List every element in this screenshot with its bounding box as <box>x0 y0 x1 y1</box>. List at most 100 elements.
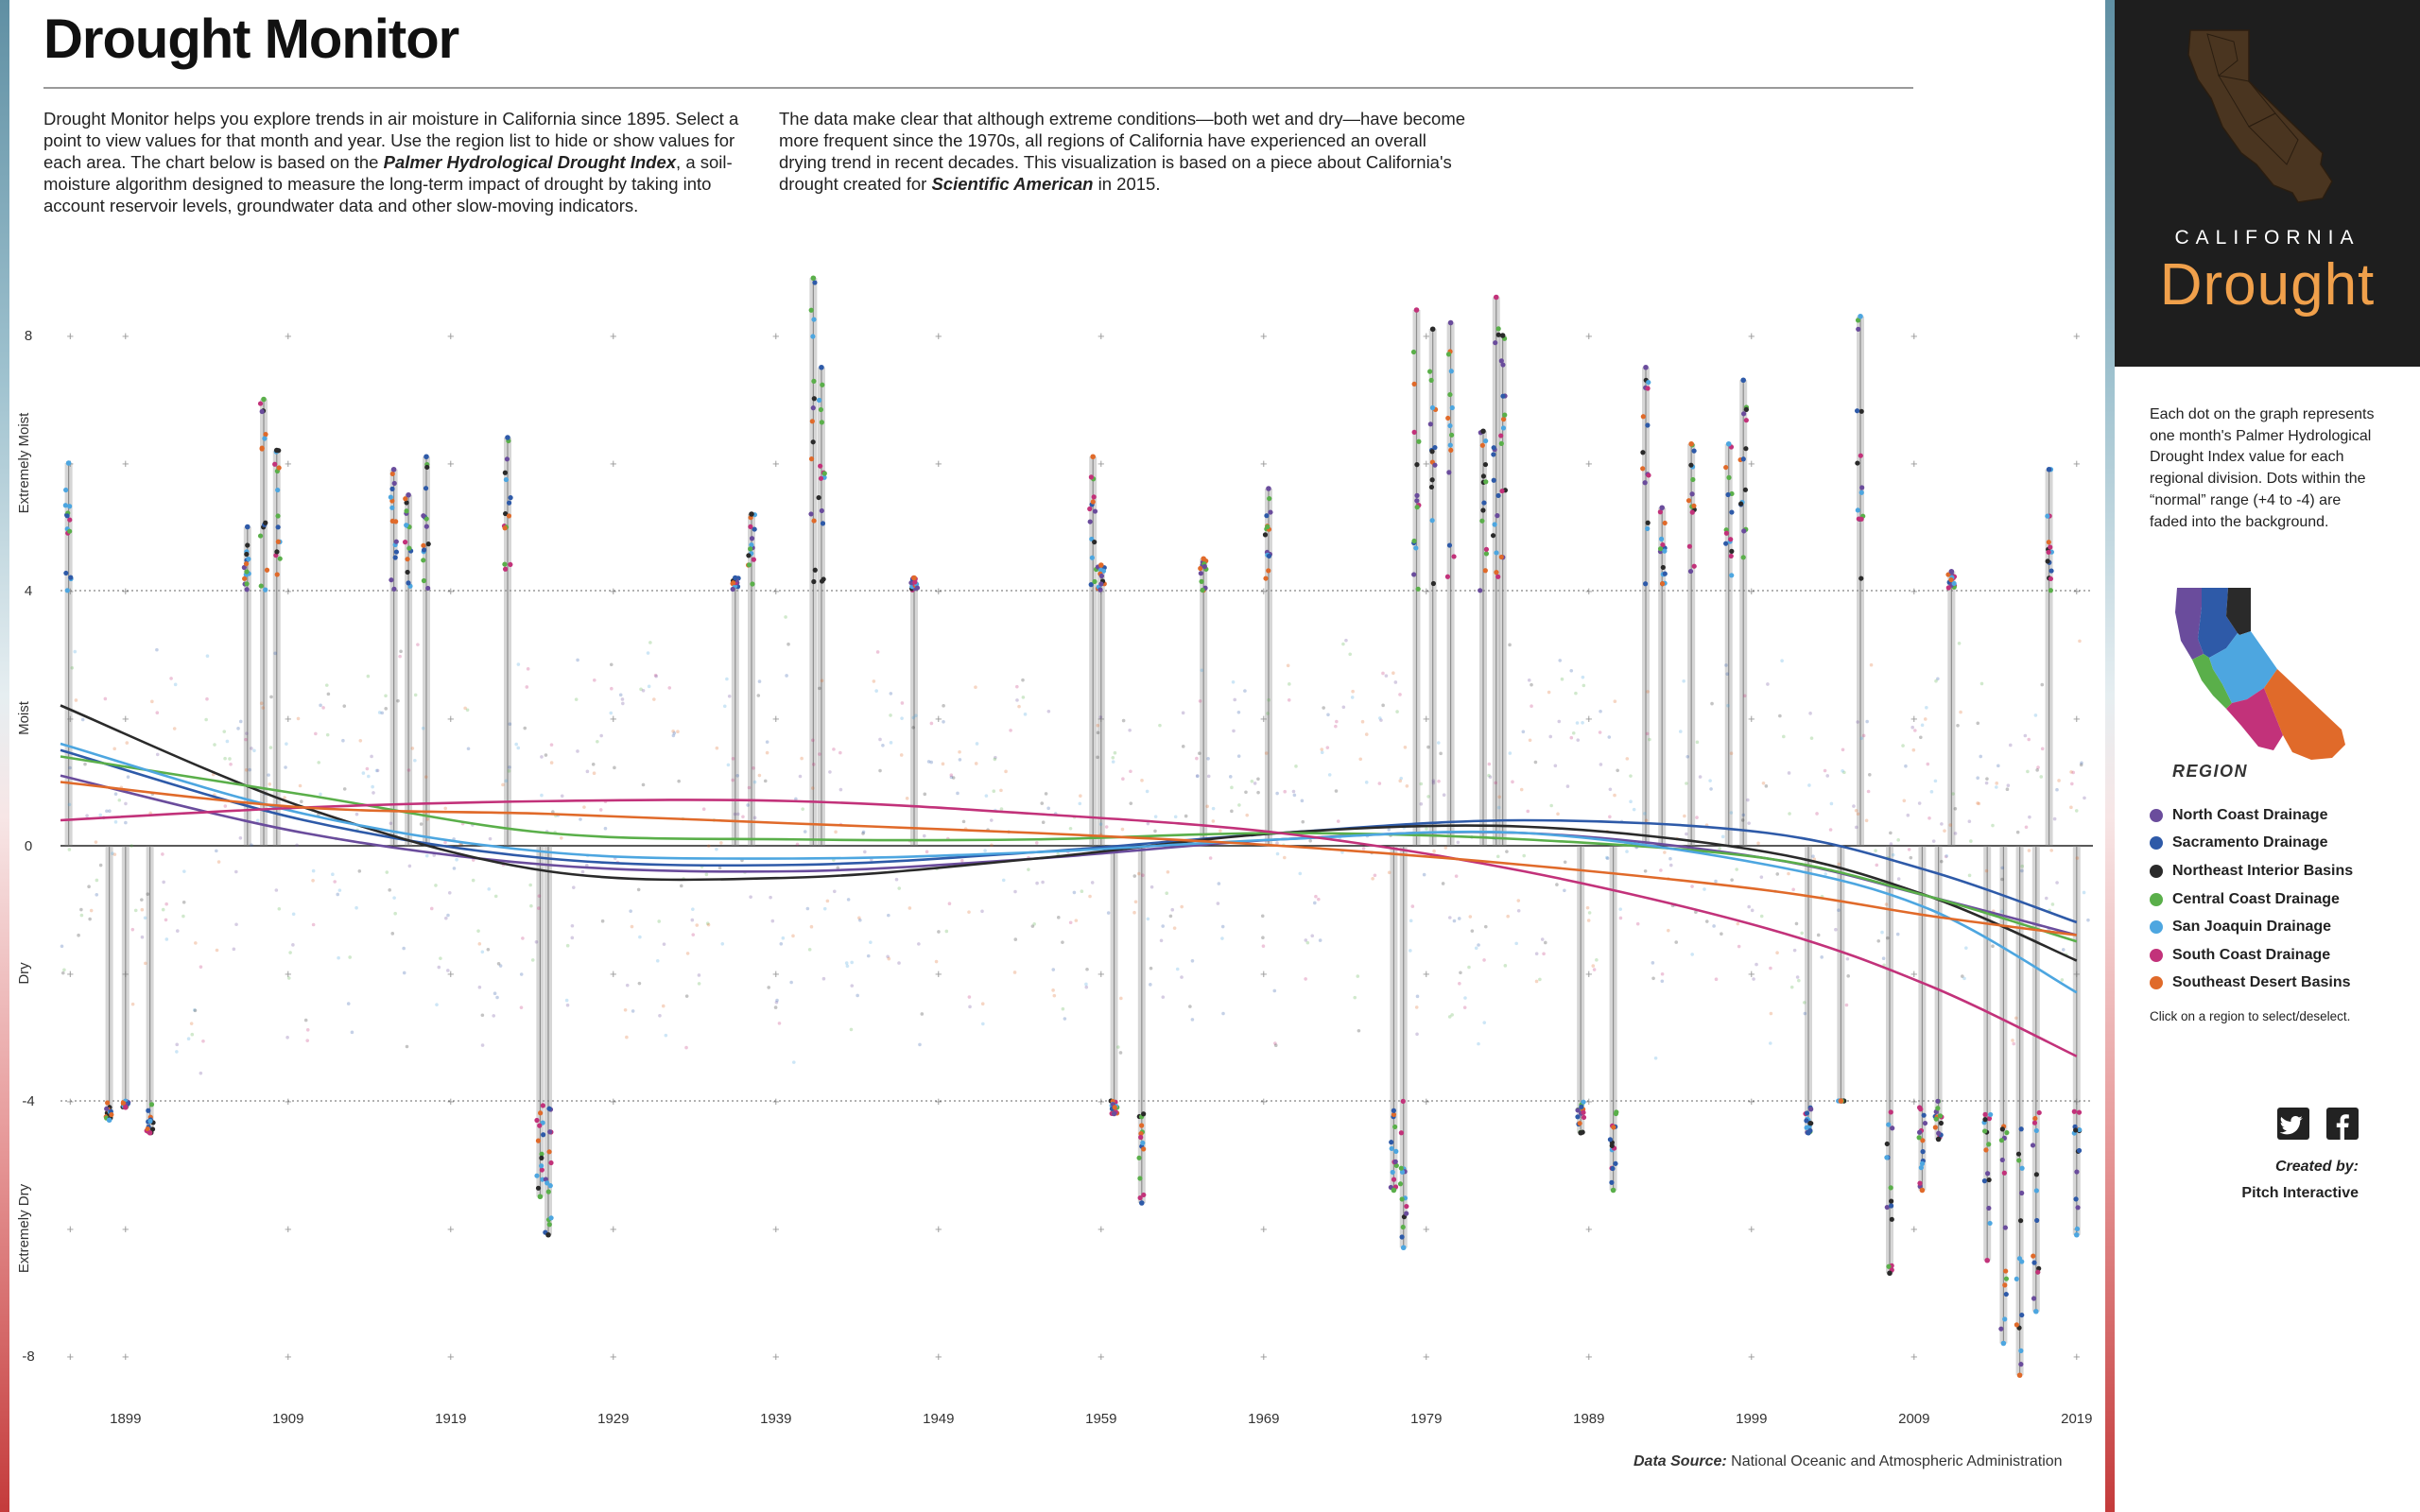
extreme-dot[interactable] <box>821 576 826 582</box>
extreme-dot[interactable] <box>1577 1121 1582 1126</box>
extreme-dot[interactable] <box>811 578 817 585</box>
extreme-dot[interactable] <box>1743 418 1749 423</box>
extreme-dot[interactable] <box>393 549 399 555</box>
extreme-dot[interactable] <box>539 1155 544 1160</box>
extreme-dot[interactable] <box>1414 505 1420 510</box>
extreme-dot[interactable] <box>1657 509 1663 515</box>
extreme-dot[interactable] <box>1136 1155 1142 1160</box>
extreme-dot[interactable] <box>1657 546 1664 552</box>
extreme-dot[interactable] <box>2034 1217 2040 1224</box>
extreme-dot[interactable] <box>276 465 282 471</box>
twitter-icon[interactable] <box>2277 1108 2309 1140</box>
extreme-dot[interactable] <box>818 475 824 481</box>
extreme-dot-peak[interactable] <box>1919 1187 1926 1194</box>
extreme-dot[interactable] <box>64 588 70 593</box>
extreme-dot[interactable] <box>264 567 270 573</box>
extreme-dot[interactable] <box>1609 1179 1615 1185</box>
extreme-dot[interactable] <box>506 513 512 519</box>
extreme-dot[interactable] <box>1397 1181 1404 1187</box>
extreme-dot[interactable] <box>1920 1149 1926 1155</box>
extreme-dot[interactable] <box>1729 509 1735 515</box>
extreme-dot[interactable] <box>1575 1114 1581 1120</box>
extreme-dot[interactable] <box>391 480 397 487</box>
extreme-dot[interactable] <box>547 1183 553 1189</box>
extreme-dot[interactable] <box>1614 1109 1619 1115</box>
extreme-dot[interactable] <box>1642 480 1648 486</box>
region-northeast-interior[interactable] <box>2226 588 2251 635</box>
extreme-dot[interactable] <box>750 581 755 587</box>
extreme-dot[interactable] <box>421 542 426 548</box>
extreme-dot[interactable] <box>1742 487 1749 492</box>
extreme-dot[interactable] <box>731 580 736 586</box>
extreme-dot[interactable] <box>1138 1130 1144 1137</box>
extreme-dot[interactable] <box>1445 415 1451 421</box>
extreme-dot[interactable] <box>393 539 399 544</box>
extreme-dot[interactable] <box>1264 513 1270 519</box>
extreme-dot[interactable] <box>1884 1141 1890 1147</box>
extreme-dot[interactable] <box>1858 490 1864 495</box>
extreme-dot[interactable] <box>820 382 825 387</box>
extreme-dot[interactable] <box>392 555 398 560</box>
extreme-dot[interactable] <box>277 556 283 561</box>
extreme-dot[interactable] <box>1493 340 1498 346</box>
extreme-dot[interactable] <box>1495 574 1501 579</box>
extreme-dot[interactable] <box>1451 554 1457 559</box>
extreme-dot[interactable] <box>1265 524 1270 530</box>
extreme-dot[interactable] <box>1411 572 1417 577</box>
extreme-dot[interactable] <box>67 528 73 534</box>
extreme-dot[interactable] <box>1100 568 1107 574</box>
extreme-dot[interactable] <box>1137 1194 1143 1201</box>
extreme-dot[interactable] <box>1948 576 1954 583</box>
extreme-dot[interactable] <box>1643 581 1649 587</box>
extreme-dot[interactable] <box>1729 490 1735 497</box>
extreme-dot[interactable] <box>1916 1129 1923 1135</box>
extreme-dot[interactable] <box>2046 549 2051 555</box>
extreme-dot[interactable] <box>242 576 248 581</box>
extreme-dot[interactable] <box>1986 1205 1992 1211</box>
extreme-dot[interactable] <box>1858 408 1864 414</box>
extreme-dot[interactable] <box>1610 1165 1616 1172</box>
extreme-dot[interactable] <box>1495 513 1500 519</box>
extreme-dot[interactable] <box>548 1215 554 1221</box>
extreme-dot[interactable] <box>1575 1108 1581 1113</box>
extreme-dot[interactable] <box>2048 568 2054 574</box>
extreme-dot-peak[interactable] <box>537 1194 544 1200</box>
extreme-dot[interactable] <box>1141 1192 1147 1198</box>
extreme-dot[interactable] <box>389 498 395 504</box>
extreme-dot[interactable] <box>546 1149 552 1155</box>
extreme-dot[interactable] <box>1392 1159 1398 1164</box>
extreme-dot[interactable] <box>1890 1125 1895 1131</box>
extreme-dot[interactable] <box>2019 1190 2025 1196</box>
extreme-dot[interactable] <box>1262 532 1269 538</box>
extreme-dot[interactable] <box>389 471 395 477</box>
extreme-dot[interactable] <box>1660 541 1666 548</box>
extreme-dot[interactable] <box>1919 1160 1926 1166</box>
extreme-dot[interactable] <box>423 486 429 491</box>
extreme-dot[interactable] <box>1098 573 1105 579</box>
extreme-dot-peak[interactable] <box>1090 454 1096 460</box>
extreme-dot[interactable] <box>424 516 429 522</box>
extreme-dot[interactable] <box>275 524 281 530</box>
extreme-dot[interactable] <box>1392 1124 1398 1130</box>
extreme-dot[interactable] <box>2002 1282 2008 1288</box>
extreme-dot[interactable] <box>1935 1098 1941 1104</box>
extreme-dot[interactable] <box>2017 1218 2024 1224</box>
extreme-dot[interactable] <box>502 566 509 572</box>
extreme-dot[interactable] <box>1690 476 1696 483</box>
extreme-dot[interactable] <box>259 408 265 415</box>
extreme-dot[interactable] <box>1141 1111 1147 1117</box>
extreme-dot[interactable] <box>424 464 430 471</box>
extreme-dot[interactable] <box>257 533 264 539</box>
extreme-dot[interactable] <box>1399 1234 1405 1240</box>
extreme-dot[interactable] <box>1087 506 1093 512</box>
extreme-dot[interactable] <box>1933 1116 1939 1122</box>
extreme-dot[interactable] <box>1088 582 1094 588</box>
extreme-dot[interactable] <box>2046 540 2051 545</box>
extreme-dot[interactable] <box>2019 1259 2025 1264</box>
extreme-dot-peak[interactable] <box>390 466 397 472</box>
extreme-dot[interactable] <box>2036 1109 2042 1116</box>
extreme-dot[interactable] <box>275 539 281 544</box>
extreme-dot[interactable] <box>1415 586 1421 592</box>
extreme-dot-peak[interactable] <box>1887 1270 1893 1277</box>
extreme-dot[interactable] <box>403 496 408 502</box>
